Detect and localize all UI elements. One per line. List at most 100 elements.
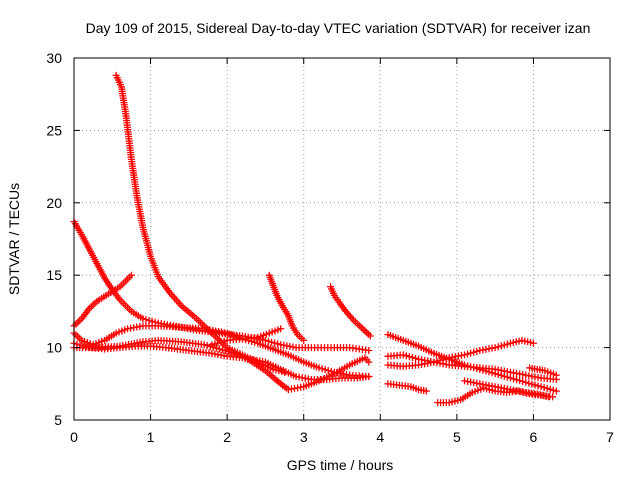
data-point: [315, 364, 323, 372]
data-point: [412, 354, 420, 362]
data-point: [546, 385, 554, 393]
y-tick-label: 20: [46, 195, 62, 211]
data-point: [491, 344, 499, 352]
data-point: [399, 351, 407, 359]
data-point: [271, 339, 279, 347]
data-point: [127, 271, 135, 279]
y-tick-label: 25: [46, 122, 62, 138]
data-point: [461, 351, 469, 359]
data-point: [525, 379, 533, 387]
data-point: [324, 366, 332, 374]
chart-title: Day 109 of 2015, Sidereal Day-to-day VTE…: [86, 20, 591, 36]
x-tick-label: 1: [147, 429, 155, 445]
data-point: [318, 365, 326, 373]
data-point: [402, 352, 410, 360]
data-point: [439, 355, 447, 363]
data-point: [513, 376, 521, 384]
data-points: [70, 71, 560, 407]
data-point: [442, 355, 450, 363]
data-point: [365, 373, 373, 381]
data-point: [405, 353, 413, 361]
data-point: [519, 377, 527, 385]
data-point: [208, 341, 216, 349]
data-point: [543, 384, 551, 392]
y-tick-label: 10: [46, 340, 62, 356]
data-point: [473, 347, 481, 355]
data-point: [365, 346, 373, 354]
data-point: [277, 325, 285, 333]
series-spike-2p6: [265, 271, 308, 344]
data-point: [215, 345, 223, 353]
axis-ticks: 0 1 2 3 4 5 6 7 5 10 15 20 25 30: [46, 50, 614, 445]
data-point: [470, 348, 478, 356]
data-point: [545, 393, 553, 401]
data-point: [430, 358, 438, 366]
data-point: [365, 358, 373, 366]
data-point: [552, 371, 560, 379]
data-point: [436, 356, 444, 364]
x-tick-label: 2: [223, 429, 231, 445]
x-tick-label: 5: [453, 429, 461, 445]
data-point: [264, 337, 272, 345]
series-late-g: [526, 364, 560, 379]
series-late-f: [461, 377, 553, 401]
series-mid-rise: [208, 325, 285, 349]
data-point: [214, 339, 222, 347]
data-point: [222, 347, 230, 355]
data-point: [200, 341, 208, 349]
y-tick-label: 15: [46, 267, 62, 283]
data-point: [529, 339, 537, 347]
x-axis-label: GPS time / hours: [287, 457, 394, 473]
data-point: [217, 338, 225, 346]
plot-frame: [73, 57, 611, 421]
x-tick-label: 6: [530, 429, 538, 445]
y-tick-label: 5: [54, 412, 62, 428]
data-point: [531, 381, 539, 389]
data-point: [142, 316, 150, 324]
data-point: [274, 340, 282, 348]
data-point: [540, 384, 548, 392]
data-point: [503, 340, 511, 348]
data-point: [268, 338, 276, 346]
data-point: [220, 337, 228, 345]
data-point: [549, 386, 557, 394]
y-axis-label: SDTVAR / TECUs: [6, 183, 22, 295]
data-point: [225, 348, 233, 356]
series-band-lower: [70, 336, 373, 394]
data-point: [528, 380, 536, 388]
data-point: [422, 387, 430, 395]
x-tick-label: 3: [300, 429, 308, 445]
data-point: [537, 383, 545, 391]
data-point: [211, 340, 219, 348]
series-late-d: [384, 380, 430, 395]
series-spike-3p3: [327, 283, 374, 340]
x-tick-label: 0: [70, 429, 78, 445]
data-point: [510, 375, 518, 383]
data-point: [139, 315, 147, 323]
data-point: [534, 382, 542, 390]
data-point: [228, 349, 236, 357]
data-point: [500, 341, 508, 349]
data-point: [212, 344, 220, 352]
data-point: [552, 387, 560, 395]
y-tick-label: 30: [46, 50, 62, 66]
data-point: [497, 342, 505, 350]
x-tick-label: 4: [376, 429, 384, 445]
data-point: [300, 336, 308, 344]
data-point: [516, 377, 524, 385]
data-point: [408, 353, 416, 361]
data-point: [203, 342, 211, 350]
data-point: [366, 332, 374, 340]
data-point: [522, 378, 530, 386]
data-point: [464, 350, 472, 358]
series-early-rise: [70, 271, 135, 330]
data-point: [494, 343, 502, 351]
x-tick-label: 7: [606, 429, 614, 445]
data-point: [219, 346, 227, 354]
data-point: [433, 357, 441, 365]
data-point: [321, 366, 329, 374]
series-late-c: [384, 336, 537, 370]
data-point: [467, 349, 475, 357]
